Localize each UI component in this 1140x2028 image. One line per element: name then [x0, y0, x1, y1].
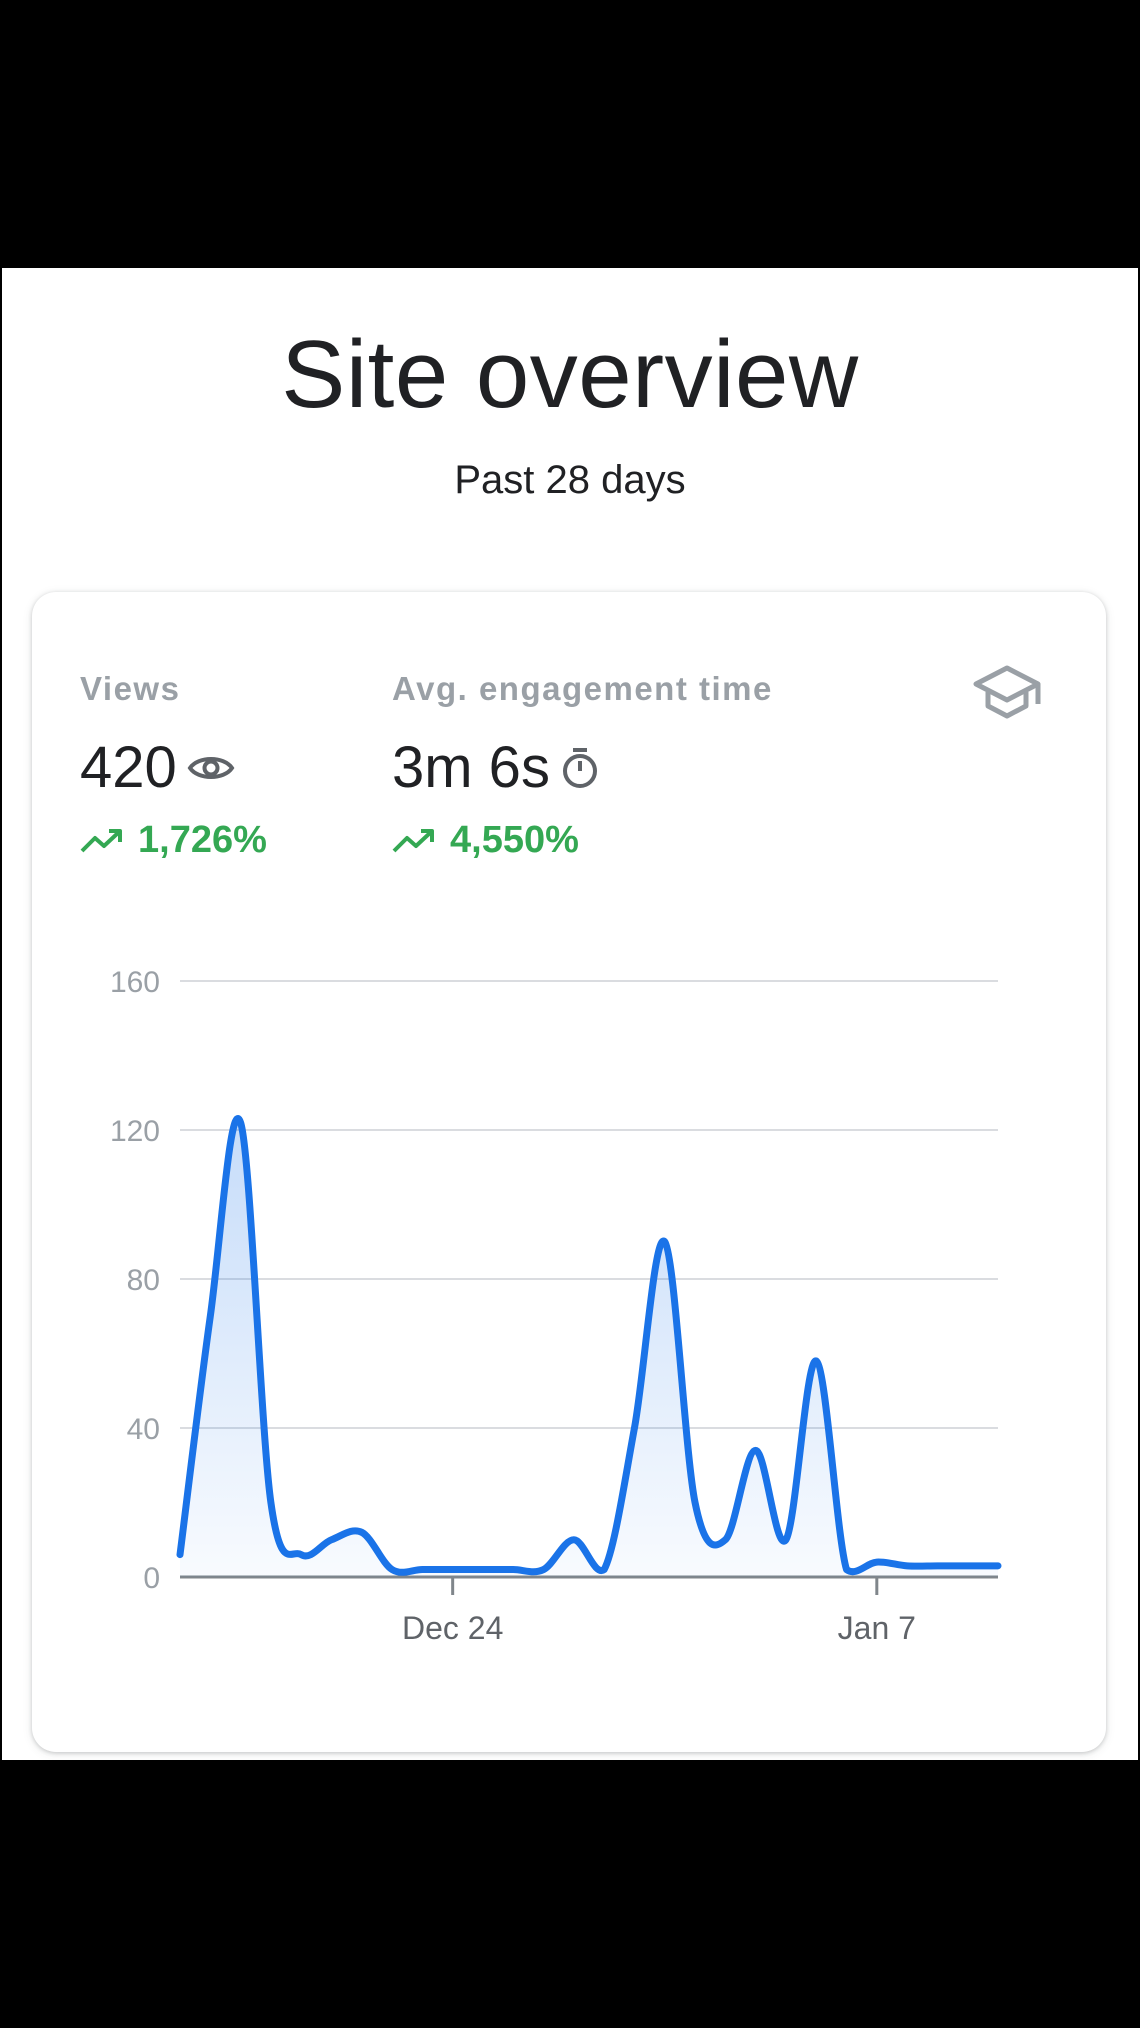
y-tick-label: 40 — [127, 1413, 160, 1446]
metric-change: 1,726% — [80, 819, 267, 862]
trending-up-icon — [80, 828, 122, 852]
metric-label: Avg. engagement time — [392, 670, 773, 707]
metric-value: 3m 6s — [392, 735, 550, 800]
page-title: Site overview — [281, 321, 859, 428]
stopwatch-icon — [560, 746, 600, 790]
x-tick-label: Dec 24 — [402, 1610, 503, 1646]
metric-change-value: 4,550% — [450, 819, 579, 861]
y-tick-label: 0 — [143, 1562, 160, 1595]
metric-change-value: 1,726% — [138, 819, 267, 861]
views-chart: 0 40 80 120 160 Dec 24 Jan 7 — [110, 966, 1002, 1646]
eye-icon — [187, 750, 235, 786]
y-tick-label: 160 — [110, 966, 160, 999]
metric-views[interactable]: Views 420 1,726% — [80, 670, 267, 862]
metric-label: Views — [80, 670, 181, 707]
metric-engagement-time[interactable]: Avg. engagement time 3m 6s 4,550% — [392, 670, 773, 862]
date-range-label[interactable]: Past 28 days — [454, 458, 686, 502]
series-line — [176, 1115, 1002, 1576]
overview-card: Views 420 1,726% Avg. engagement — [32, 592, 1106, 1752]
x-tick-label: Jan 7 — [838, 1610, 916, 1646]
screen: Site overview Past 28 days Views 420 1, — [2, 268, 1138, 1760]
trending-up-icon — [392, 828, 434, 852]
series-area — [180, 1118, 998, 1577]
y-tick-label: 80 — [127, 1264, 160, 1297]
y-tick-label: 120 — [110, 1115, 160, 1148]
metric-change: 4,550% — [392, 819, 773, 862]
metric-value: 420 — [80, 735, 177, 800]
graduation-cap-icon[interactable] — [972, 664, 1042, 727]
